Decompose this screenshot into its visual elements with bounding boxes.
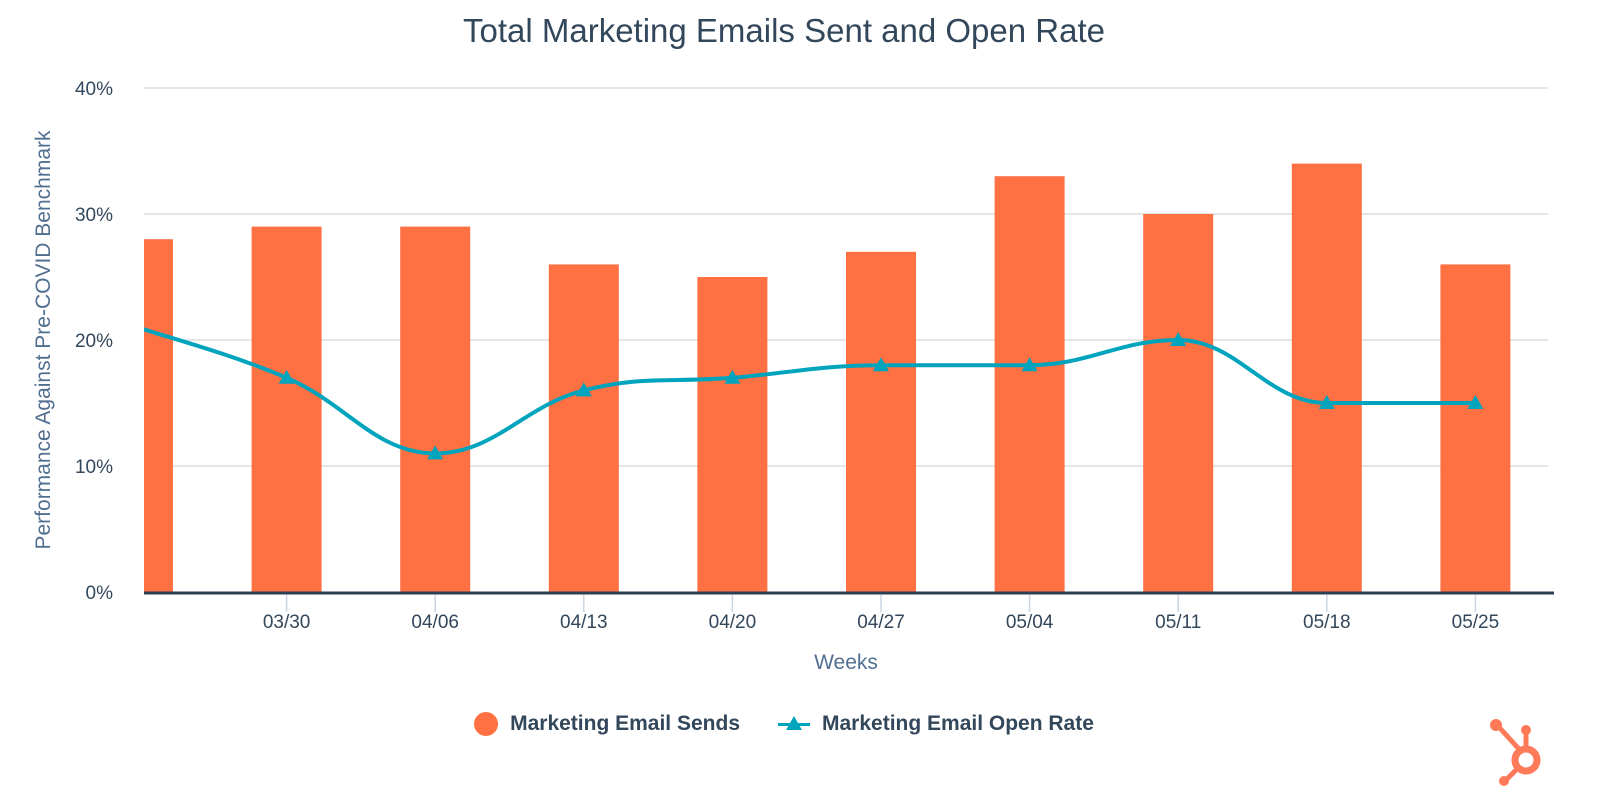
- x-tick-label: 05/11: [1155, 612, 1201, 633]
- x-tick-label: 03/30: [263, 612, 311, 633]
- bar-03/23[interactable]: [103, 239, 173, 592]
- y-tick-label: 30%: [75, 205, 113, 226]
- bar-05/04[interactable]: [994, 176, 1065, 592]
- bar-05/18[interactable]: [1291, 163, 1362, 592]
- legend-item-open-rate[interactable]: Marketing Email Open Rate: [778, 712, 1094, 736]
- bar-04/13[interactable]: [548, 264, 619, 592]
- open-rate-point-05/18[interactable]: [1318, 395, 1335, 409]
- circle-marker-icon: [474, 712, 499, 736]
- x-tick-label: 05/04: [1006, 612, 1054, 633]
- y-axis: 0% 10% 20% 30% 40%: [75, 79, 113, 604]
- x-tick-label: 04/27: [857, 612, 905, 633]
- bar-03/30[interactable]: [251, 226, 322, 592]
- line-series: [144, 327, 1484, 460]
- chart-title: Total Marketing Emails Sent and Open Rat…: [462, 12, 1105, 49]
- open-rate-point-04/13[interactable]: [575, 382, 592, 397]
- hubspot-sprocket-icon: [1490, 719, 1541, 786]
- bar-series: [103, 163, 1511, 593]
- y-axis-title: Performance Against Pre-COVID Benchmark: [32, 130, 55, 549]
- open-rate-point-03/30[interactable]: [278, 369, 295, 384]
- legend-item-sends[interactable]: Marketing Email Sends: [474, 712, 740, 736]
- y-tick-label: 40%: [75, 79, 113, 100]
- open-rate-point-04/20[interactable]: [724, 369, 741, 384]
- open-rate-line: [144, 327, 1476, 456]
- open-rate-point-04/27[interactable]: [873, 357, 889, 372]
- x-tick-label: 05/18: [1303, 612, 1351, 633]
- bar-04/06[interactable]: [400, 226, 471, 592]
- open-rate-point-04/06[interactable]: [427, 445, 444, 460]
- x-tick-label: 04/13: [560, 612, 608, 633]
- bar-05/11[interactable]: [1143, 214, 1214, 592]
- y-tick-label: 10%: [75, 457, 113, 478]
- legend-label-open-rate: Marketing Email Open Rate: [822, 712, 1094, 735]
- open-rate-point-05/25[interactable]: [1467, 395, 1484, 409]
- x-tick-label: 04/20: [709, 612, 757, 633]
- x-axis-title: Weeks: [814, 651, 878, 674]
- y-tick-label: 0%: [86, 583, 114, 604]
- y-tick-label: 20%: [75, 331, 113, 352]
- open-rate-point-05/11[interactable]: [1170, 332, 1187, 346]
- triangle-line-marker-icon: [778, 712, 810, 736]
- x-tick-label: 04/06: [411, 612, 459, 633]
- legend-label-sends: Marketing Email Sends: [510, 712, 740, 735]
- legend: Marketing Email Sends Marketing Email Op…: [0, 712, 1568, 736]
- bar-05/25[interactable]: [1440, 264, 1511, 592]
- open-rate-point-05/04[interactable]: [1021, 357, 1038, 372]
- bar-04/27[interactable]: [846, 251, 916, 593]
- bar-04/20[interactable]: [697, 277, 768, 592]
- x-axis: 03/30 04/06 04/13 04/20 04/27 05/04 05/11 05/18…: [144, 591, 1554, 633]
- x-tick-label: 05/25: [1452, 612, 1500, 633]
